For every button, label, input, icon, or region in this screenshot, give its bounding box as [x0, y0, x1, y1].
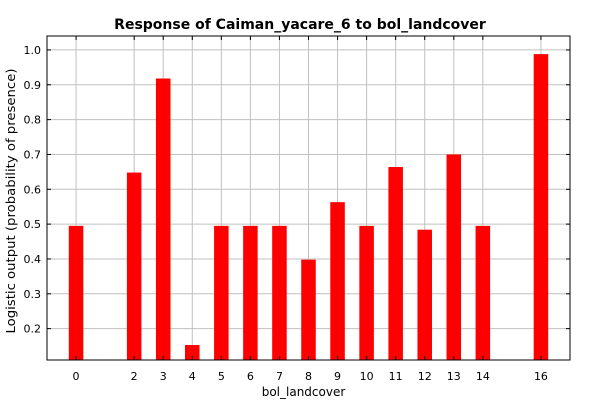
y-tick-label: 0.8 — [24, 114, 42, 127]
y-tick-label: 0.2 — [24, 323, 42, 336]
bar-10 — [359, 225, 374, 360]
bar-6 — [243, 225, 258, 360]
bar-11 — [388, 166, 403, 360]
bar-9 — [330, 202, 345, 360]
bar-0 — [68, 225, 84, 360]
bars — [68, 54, 549, 361]
y-axis-label: Logistic output (probability of presence… — [4, 69, 18, 334]
bar-12 — [417, 229, 432, 360]
y-tick-label: 0.4 — [24, 253, 42, 266]
x-tick-label: 10 — [360, 370, 374, 383]
bar-8 — [301, 259, 316, 360]
chart-title: Response of Caiman_yacare_6 to bol_landc… — [114, 17, 486, 33]
y-tick-label: 0.7 — [24, 148, 42, 161]
x-tick-label: 0 — [73, 370, 80, 383]
x-tick-label: 2 — [131, 370, 138, 383]
y-tick-label: 0.5 — [24, 218, 42, 231]
bar-7 — [272, 225, 287, 360]
y-tick-label: 0.3 — [24, 288, 42, 301]
x-tick-label: 8 — [305, 370, 312, 383]
bar-16 — [533, 54, 549, 361]
axis-ticks: 0 2 3 4 5 6 7 8 9 10 11 12 13 14 16 0.2 0.3 0.4 0.5 0.6 0.7 0… — [24, 36, 570, 383]
x-tick-label: 6 — [247, 370, 254, 383]
x-tick-label: 16 — [534, 370, 548, 383]
bar-3 — [155, 78, 171, 360]
bar-13 — [446, 154, 462, 360]
y-tick-label: 0.9 — [24, 79, 42, 92]
bar-5 — [214, 225, 229, 360]
x-tick-label: 14 — [476, 370, 490, 383]
x-tick-label: 3 — [160, 370, 167, 383]
x-tick-label: 5 — [218, 370, 225, 383]
bar-2 — [126, 172, 142, 360]
x-tick-label: 13 — [447, 370, 461, 383]
y-tick-label: 1.0 — [24, 44, 42, 57]
x-tick-label: 9 — [334, 370, 341, 383]
x-tick-label: 12 — [418, 370, 432, 383]
bar-4 — [185, 345, 200, 360]
bar-14 — [475, 225, 491, 360]
x-tick-label: 4 — [189, 370, 196, 383]
y-tick-label: 0.6 — [24, 183, 42, 196]
x-tick-label: 7 — [276, 370, 283, 383]
x-axis-label: bol_landcover — [262, 385, 346, 399]
x-tick-label: 11 — [389, 370, 403, 383]
